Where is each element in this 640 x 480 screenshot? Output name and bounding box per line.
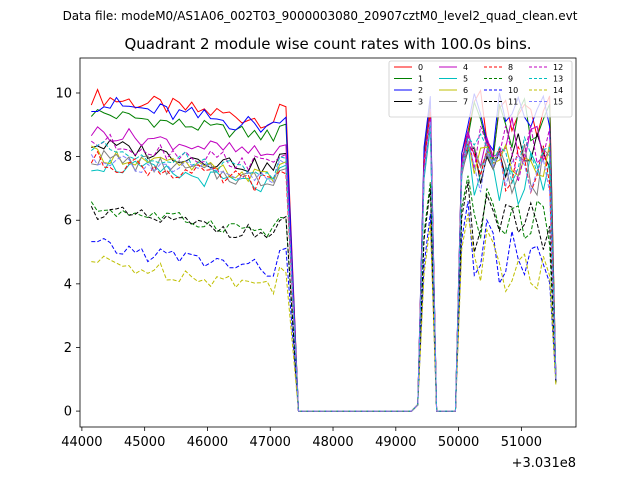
x-tick-label: 51000	[501, 435, 542, 450]
legend-label: 8	[508, 63, 513, 72]
y-tick-label: 8	[64, 150, 72, 165]
legend-label: 7	[463, 98, 468, 107]
legend-entry-9: 9	[484, 75, 513, 84]
x-tick-label: 47000	[250, 435, 291, 450]
legend-label: 4	[463, 63, 468, 72]
series-line-2	[91, 92, 557, 412]
legend-entry-11: 11	[484, 98, 518, 107]
legend-entry-13: 13	[529, 75, 563, 84]
x-tick-label: 45000	[124, 435, 165, 450]
y-tick-label: 2	[64, 341, 72, 356]
series-line-12	[90, 118, 557, 412]
plot-area	[79, 57, 577, 428]
x-tick-label: 44000	[61, 435, 102, 450]
legend-label: 2	[418, 86, 423, 95]
legend-label: 1	[418, 75, 423, 84]
legend-label: 9	[508, 75, 513, 84]
legend-entry-14: 14	[529, 86, 563, 95]
legend-label: 3	[418, 98, 423, 107]
legend-label: 11	[508, 98, 518, 107]
y-tick-label: 10	[55, 86, 72, 101]
legend-label: 10	[508, 86, 518, 95]
legend-entry-2: 2	[394, 86, 423, 95]
legend-entry-4: 4	[439, 63, 468, 72]
x-offset-label: +3.031e8	[512, 456, 576, 471]
series-layer	[90, 88, 557, 412]
x-tick-label: 48000	[312, 435, 353, 450]
x-tick-label: 49000	[375, 435, 416, 450]
series-line-15	[90, 121, 557, 412]
legend-entry-3: 3	[394, 98, 423, 107]
legend-entry-5: 5	[439, 75, 468, 84]
x-tick-label: 46000	[187, 435, 228, 450]
legend-entry-6: 6	[439, 86, 468, 95]
series-line-14	[91, 213, 557, 412]
series-line-4	[90, 108, 557, 412]
legend-label: 14	[553, 86, 563, 95]
legend-label: 5	[463, 75, 468, 84]
x-tick-label: 50000	[438, 435, 479, 450]
chart-title: Quadrant 2 module wise count rates with …	[124, 35, 531, 53]
series-line-7	[91, 124, 557, 412]
legend-label: 13	[553, 75, 563, 84]
y-tick-label: 4	[64, 277, 72, 292]
series-line-13	[90, 124, 557, 412]
legend-entry-8: 8	[484, 63, 513, 72]
x-axis: 44000 45000 46000 47000 48000 49000 50000 51000	[61, 427, 542, 450]
legend-label: 0	[418, 63, 423, 72]
legend-entry-1: 1	[394, 75, 423, 84]
legend-label: 12	[553, 63, 563, 72]
series-line-9	[90, 175, 557, 412]
legend-entry-15: 15	[529, 98, 563, 107]
legend-label: 6	[463, 86, 468, 95]
plot-frame	[79, 57, 577, 428]
figure-suptitle: Data file: modeM0/AS1A06_002T03_90000030…	[63, 9, 578, 23]
legend-frame	[388, 60, 573, 118]
series-line-10	[91, 201, 557, 412]
legend-entry-0: 0	[394, 63, 423, 72]
series-line-5	[91, 127, 557, 412]
plot-background	[80, 58, 576, 427]
legend-label: 15	[553, 98, 563, 107]
y-tick-label: 6	[64, 214, 72, 229]
y-axis: 0 2 4 6 8 10	[55, 86, 80, 420]
series-line-11	[90, 181, 557, 412]
legend-entry-10: 10	[484, 86, 518, 95]
legend-entry-7: 7	[439, 98, 468, 107]
y-tick-label: 0	[64, 405, 72, 420]
legend-entry-12: 12	[529, 63, 563, 72]
